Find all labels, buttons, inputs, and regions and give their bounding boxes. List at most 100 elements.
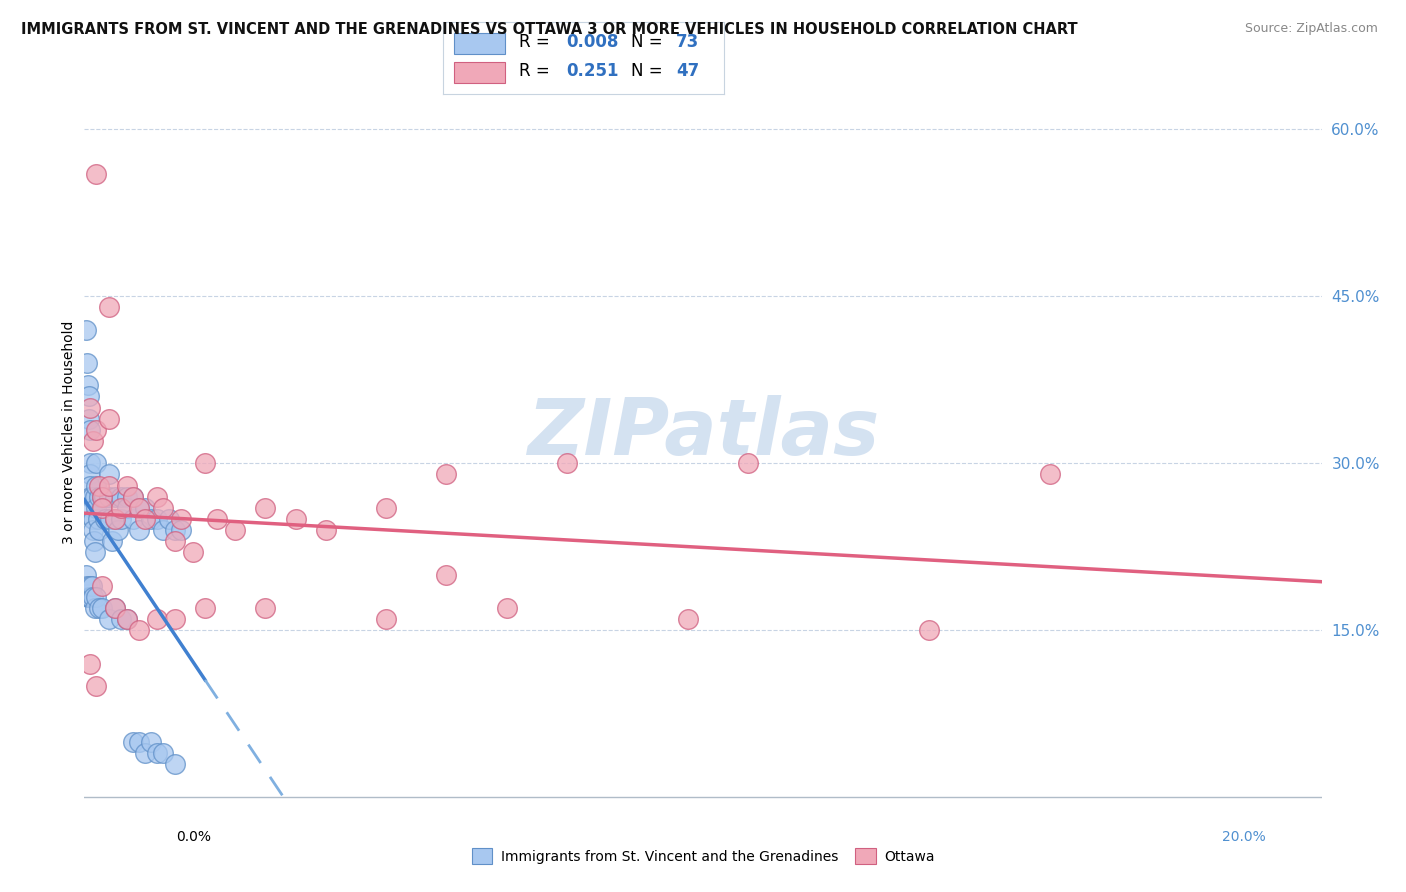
Point xyxy=(495,601,517,615)
Point xyxy=(170,523,193,537)
Point xyxy=(170,512,193,526)
Text: 0.251: 0.251 xyxy=(567,62,619,79)
Point xyxy=(91,579,114,593)
Point xyxy=(918,624,941,638)
Point xyxy=(100,534,122,549)
Point xyxy=(89,601,111,615)
Point xyxy=(98,512,121,526)
Point xyxy=(134,746,156,760)
Point xyxy=(86,679,108,693)
Text: N =: N = xyxy=(631,33,668,51)
Point xyxy=(121,734,143,748)
Point xyxy=(115,612,138,626)
Point xyxy=(89,478,111,492)
Point xyxy=(152,500,174,515)
Point xyxy=(97,301,120,315)
Point xyxy=(128,523,150,537)
Point xyxy=(163,523,186,537)
Point xyxy=(134,500,156,515)
Point xyxy=(146,746,169,760)
Point xyxy=(91,490,114,504)
Point xyxy=(86,478,108,492)
Point xyxy=(110,612,132,626)
Point xyxy=(75,567,97,582)
Point xyxy=(134,512,156,526)
Point xyxy=(110,490,132,504)
Bar xyxy=(454,62,505,83)
Point xyxy=(128,500,150,515)
Text: 47: 47 xyxy=(676,62,700,79)
Point xyxy=(163,534,186,549)
Point xyxy=(79,478,101,492)
Point xyxy=(77,590,100,604)
Point xyxy=(84,601,107,615)
Point xyxy=(76,579,98,593)
Point xyxy=(79,456,101,470)
Point xyxy=(128,624,150,638)
Point xyxy=(79,467,101,482)
Point xyxy=(194,456,217,470)
Point xyxy=(146,512,169,526)
Point xyxy=(128,500,150,515)
Point xyxy=(555,456,578,470)
Point xyxy=(76,356,98,370)
Text: N =: N = xyxy=(631,62,668,79)
Point xyxy=(82,523,104,537)
Point xyxy=(77,590,100,604)
Text: Source: ZipAtlas.com: Source: ZipAtlas.com xyxy=(1244,22,1378,36)
Point xyxy=(152,746,174,760)
Point xyxy=(77,378,100,392)
Point xyxy=(436,467,458,482)
Point xyxy=(254,500,277,515)
Point xyxy=(181,545,204,559)
Point xyxy=(163,756,186,771)
Point xyxy=(103,490,125,504)
Point xyxy=(86,512,108,526)
Point xyxy=(315,523,337,537)
Point xyxy=(676,612,699,626)
Point xyxy=(436,567,458,582)
Point xyxy=(86,423,108,437)
Text: 0.008: 0.008 xyxy=(567,33,619,51)
Point xyxy=(97,411,120,425)
Point xyxy=(97,467,120,482)
Point xyxy=(97,478,120,492)
Point xyxy=(79,590,101,604)
Text: 73: 73 xyxy=(676,33,700,51)
Point xyxy=(121,490,143,504)
Point xyxy=(82,490,104,504)
Point xyxy=(375,500,398,515)
Point xyxy=(115,500,138,515)
Legend: Immigrants from St. Vincent and the Grenadines, Ottawa: Immigrants from St. Vincent and the Gren… xyxy=(465,843,941,870)
Point xyxy=(82,512,104,526)
Point xyxy=(86,500,108,515)
Point xyxy=(83,490,105,504)
Point xyxy=(82,434,104,448)
Point xyxy=(737,456,759,470)
Point xyxy=(115,490,138,504)
Point xyxy=(107,523,129,537)
Point xyxy=(194,601,217,615)
Point xyxy=(146,612,169,626)
Point xyxy=(103,512,125,526)
Point xyxy=(79,657,101,671)
Point xyxy=(94,512,117,526)
Point xyxy=(91,500,114,515)
Point xyxy=(139,734,162,748)
Point xyxy=(97,490,120,504)
Point xyxy=(121,512,143,526)
Point xyxy=(87,490,110,504)
Point xyxy=(103,601,125,615)
Point xyxy=(86,590,108,604)
Point xyxy=(284,512,307,526)
Point xyxy=(91,500,114,515)
Text: 20.0%: 20.0% xyxy=(1222,830,1265,844)
Point xyxy=(80,500,103,515)
Point xyxy=(110,500,132,515)
Point xyxy=(110,512,132,526)
Point xyxy=(79,579,101,593)
Text: 0.0%: 0.0% xyxy=(176,830,211,844)
Point xyxy=(128,734,150,748)
Point xyxy=(80,579,103,593)
Point xyxy=(91,490,114,504)
